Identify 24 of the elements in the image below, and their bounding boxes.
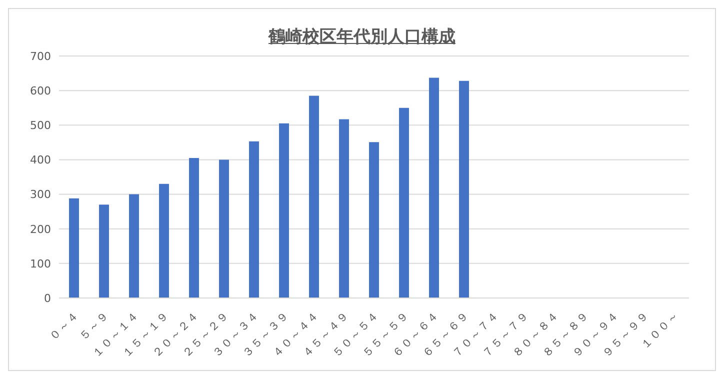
bar: [129, 194, 139, 298]
y-tick-label: 200: [30, 222, 51, 236]
y-tick-label: 100: [30, 257, 51, 270]
bar: [339, 119, 349, 298]
y-tick-label: 700: [30, 50, 51, 63]
bar: [309, 96, 319, 298]
bar: [399, 108, 409, 298]
bar: [459, 80, 469, 298]
bar: [189, 158, 199, 298]
bar: [249, 141, 259, 298]
bar: [369, 142, 379, 298]
bar: [219, 160, 229, 298]
y-tick-label: 600: [30, 84, 51, 98]
y-tick-label: 500: [30, 119, 51, 132]
bar: [279, 123, 289, 298]
chart-title: 鶴崎校区年代別人口構成: [267, 26, 456, 48]
y-tick-label: 0: [44, 292, 51, 305]
bar: [99, 204, 109, 298]
y-tick-label: 400: [30, 154, 51, 167]
x-tick-label: ０～４: [47, 308, 82, 344]
bar: [159, 184, 169, 298]
y-tick-label: 300: [30, 188, 51, 202]
bar: [429, 78, 439, 298]
bar: [69, 198, 79, 298]
